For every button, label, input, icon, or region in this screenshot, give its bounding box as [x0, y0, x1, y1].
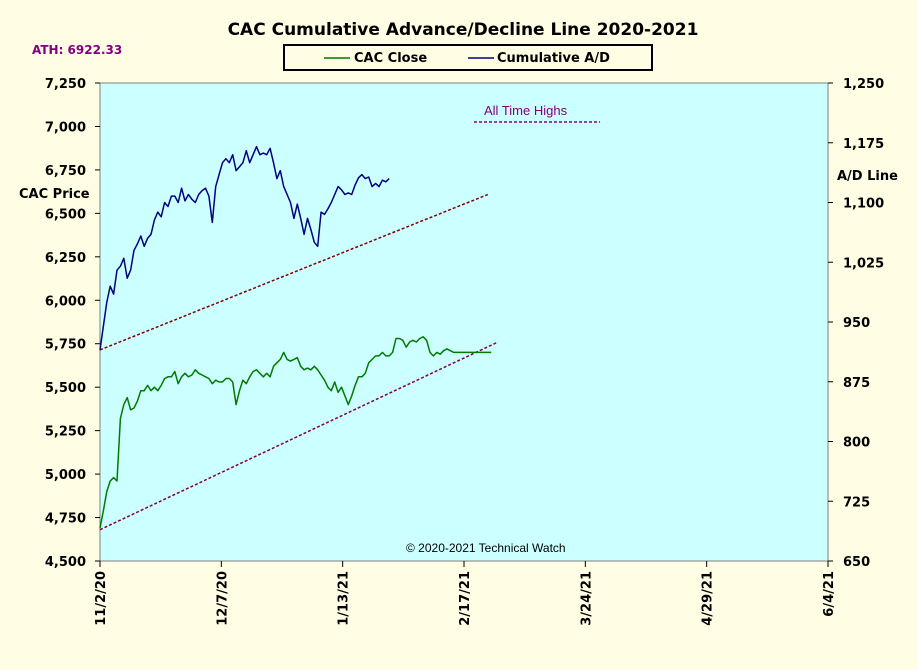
x-tick-label: 3/24/21 [579, 571, 594, 626]
left-tick-label: 5,750 [45, 338, 86, 353]
legend-label-cumulative-ad: Cumulative A/D [497, 51, 610, 66]
left-tick-label: 6,500 [45, 207, 86, 222]
chart-title: CAC Cumulative Advance/Decline Line 2020… [228, 20, 699, 40]
ath-label: ATH: 6922.33 [32, 43, 122, 57]
series-lines [99, 145, 492, 529]
cumulative-ad-line [99, 145, 390, 351]
left-tick-label: 7,250 [45, 77, 86, 92]
left-tick-label: 5,000 [45, 468, 86, 483]
legend: CAC Close Cumulative A/D [283, 44, 653, 71]
x-tick-label: 1/13/21 [337, 571, 352, 626]
left-tick-label: 4,750 [45, 512, 86, 527]
plot-area [99, 82, 829, 562]
left-tick-label: 5,500 [45, 381, 86, 396]
trendline [99, 341, 499, 531]
right-axis: 1,250 1,175 1,100 1,025 950 875 800 725 650 [828, 77, 884, 570]
right-tick-label: 650 [843, 555, 870, 570]
x-axis: 11/2/20 12/7/20 1/13/21 2/17/21 3/24/21 4/29/… [94, 561, 837, 626]
right-tick-label: 1,025 [843, 256, 884, 271]
right-tick-label: 1,100 [843, 197, 884, 212]
left-tick-label: 6,750 [45, 164, 86, 179]
right-tick-label: 875 [843, 376, 870, 391]
all-time-highs-label: All Time Highs [484, 103, 568, 118]
left-tick-label: 7,000 [45, 120, 86, 135]
trendlines [99, 193, 499, 531]
right-tick-label: 725 [843, 495, 870, 510]
right-tick-label: 800 [843, 436, 870, 451]
left-axis: 7,250 7,000 6,750 6,500 6,250 6,000 5,750 5,500… [45, 77, 100, 570]
x-tick-label: 11/2/20 [94, 571, 109, 626]
left-tick-label: 6,250 [45, 251, 86, 266]
right-tick-label: 950 [843, 316, 870, 331]
x-tick-label: 4/29/21 [701, 571, 716, 626]
left-tick-label: 5,250 [45, 425, 86, 440]
right-axis-label: A/D Line [837, 169, 898, 184]
legend-label-cac-close: CAC Close [354, 51, 427, 66]
left-tick-label: 6,000 [45, 294, 86, 309]
x-tick-label: 2/17/21 [458, 571, 473, 626]
right-tick-label: 1,175 [843, 137, 884, 152]
copyright-text: © 2020-2021 Technical Watch [406, 541, 566, 555]
cac-close-line [99, 336, 492, 529]
left-axis-label: CAC Price [19, 187, 90, 202]
right-tick-label: 1,250 [843, 77, 884, 92]
x-tick-label: 6/4/21 [822, 571, 837, 617]
left-tick-label: 4,500 [45, 555, 86, 570]
x-tick-label: 12/7/20 [215, 571, 230, 626]
